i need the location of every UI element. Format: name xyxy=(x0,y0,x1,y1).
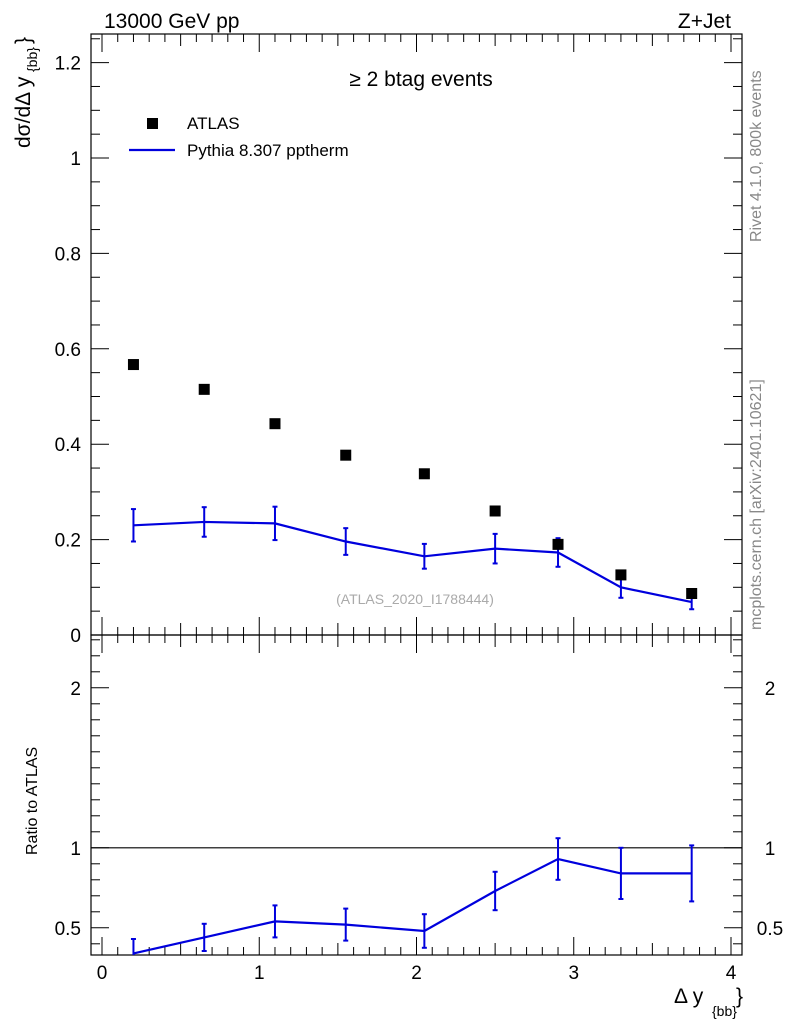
main-axis-ticks: 0 0.2 0.4 0.6 0.8 1 1.2 xyxy=(55,34,742,647)
header-process-label: Z+Jet xyxy=(678,10,731,33)
ratio-y-tick-label-right: 0.5 xyxy=(757,919,783,940)
main-y-axis-label-sub: {bb} xyxy=(24,47,40,72)
x-axis-label-main: Δ y xyxy=(674,985,704,1008)
header-energy-label: 13000 GeV pp xyxy=(104,10,239,33)
atlas-data-point xyxy=(552,538,564,550)
atlas-data-point xyxy=(198,383,210,395)
atlas-data-point xyxy=(127,359,139,371)
x-tick-label: 0 xyxy=(97,963,108,984)
x-tick-label: 3 xyxy=(568,963,579,984)
main-y-tick-label: 0 xyxy=(70,626,81,647)
ratio-y-tick-label-right: 2 xyxy=(765,679,776,700)
x-tick-label: 1 xyxy=(254,963,265,984)
atlas-data-point xyxy=(615,569,627,581)
ratio-data-layer xyxy=(91,837,742,955)
ratio-panel-frame xyxy=(90,634,743,956)
main-panel-title: ≥ 2 btag events xyxy=(349,68,492,91)
x-axis-label: Δ y {bb} } xyxy=(674,985,743,1019)
ratio-line xyxy=(133,857,692,955)
ratio-y-axis-label: Ratio to ATLAS xyxy=(24,747,41,855)
legend-pythia-label: Pythia 8.307 pptherm xyxy=(187,141,349,160)
legend-atlas-marker xyxy=(147,118,158,129)
main-y-axis-label-main: dσ/dΔ y xyxy=(12,76,35,148)
main-y-tick-label: 0.8 xyxy=(55,244,81,265)
atlas-data-point xyxy=(686,588,698,600)
x-tick-label: 4 xyxy=(726,963,737,984)
ratio-y-tick-label-right: 1 xyxy=(765,839,776,860)
main-y-tick-label: 1.2 xyxy=(55,54,81,75)
rivet-info-label: Rivet 4.1.0, 800k events xyxy=(748,70,765,242)
x-axis-label-close: } xyxy=(736,985,743,1008)
x-axis-label-sub: {bb} xyxy=(712,1003,737,1019)
pythia-line xyxy=(133,520,692,604)
main-y-tick-label: 0.6 xyxy=(55,340,81,361)
main-y-axis-label: dσ/dΔ y {bb} } xyxy=(12,37,40,148)
analysis-watermark: (ATLAS_2020_I1788444) xyxy=(336,591,494,607)
atlas-data-point xyxy=(269,418,281,430)
ratio-clipped-layer xyxy=(130,837,695,955)
ratio-y-tick-label-left: 1 xyxy=(70,839,81,860)
legend: ATLAS Pythia 8.307 pptherm xyxy=(129,114,349,160)
atlas-data-point xyxy=(489,505,501,517)
atlas-data-point xyxy=(340,449,352,461)
main-y-tick-label: 1 xyxy=(70,149,81,170)
main-data-layer xyxy=(127,359,698,611)
mcplots-info-label: mcplots.cern.ch [arXiv:2401.10621] xyxy=(748,379,765,630)
main-y-tick-label: 0.2 xyxy=(55,531,81,552)
main-y-tick-label: 0.4 xyxy=(55,435,82,456)
ratio-y-tick-label-left: 0.5 xyxy=(55,919,81,940)
main-y-axis-label-close: } xyxy=(12,37,35,44)
legend-atlas-label: ATLAS xyxy=(187,114,240,133)
atlas-data-point xyxy=(418,468,430,480)
x-tick-label: 2 xyxy=(411,963,422,984)
ratio-y-tick-label-left: 2 xyxy=(70,679,81,700)
